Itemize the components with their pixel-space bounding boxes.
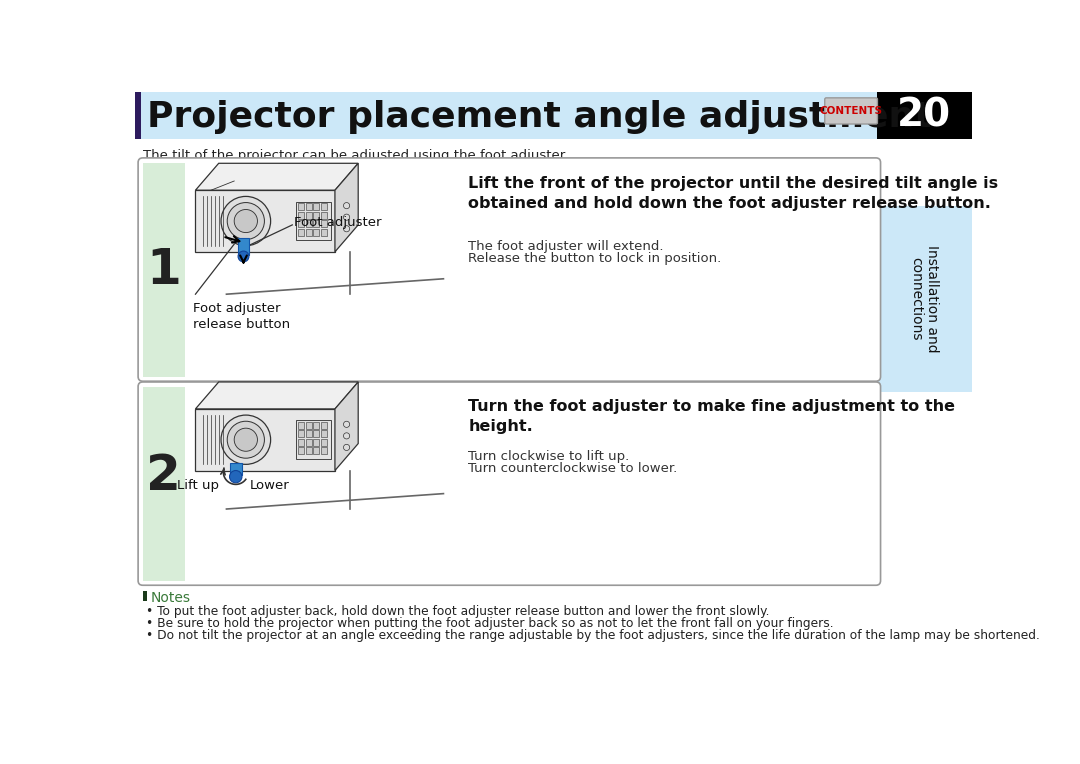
Bar [296,420,332,459]
Circle shape [238,251,248,262]
Bar [296,202,332,241]
Bar [306,212,312,219]
Polygon shape [195,382,359,409]
Polygon shape [195,409,335,471]
Text: Turn clockwise to lift up.: Turn clockwise to lift up. [469,450,630,463]
Bar [298,448,303,455]
Bar [313,448,320,455]
Bar [143,387,186,581]
Text: • To put the foot adjuster back, hold down the foot adjuster release button and : • To put the foot adjuster back, hold do… [146,604,769,617]
Text: Foot adjuster
release button: Foot adjuster release button [193,302,291,331]
Circle shape [343,202,350,209]
Bar [143,163,186,377]
Bar [313,228,320,235]
Circle shape [234,428,257,452]
Bar [321,203,327,210]
Bar [321,212,327,219]
Bar [298,430,303,438]
Text: 2: 2 [146,452,181,500]
Text: The tilt of the projector can be adjusted using the foot adjuster.: The tilt of the projector can be adjuste… [143,150,568,163]
Bar [306,439,312,446]
Bar [135,92,877,139]
Bar [313,422,320,429]
Bar [298,203,303,210]
Bar [306,430,312,438]
Text: Turn the foot adjuster to make fine adjustment to the
height.: Turn the foot adjuster to make fine adju… [469,399,955,434]
Bar [298,220,303,227]
Circle shape [343,432,350,439]
Bar [321,422,327,429]
Text: The foot adjuster will extend.: The foot adjuster will extend. [469,240,664,253]
Text: • Do not tilt the projector at an angle exceeding the range adjustable by the fo: • Do not tilt the projector at an angle … [146,629,1040,642]
Bar [298,228,303,235]
Text: 1: 1 [146,245,181,293]
Bar [321,220,327,227]
Polygon shape [195,163,359,190]
Bar [238,238,248,255]
FancyBboxPatch shape [138,382,880,585]
Text: Installation and
connections: Installation and connections [909,245,939,353]
Text: Lift up: Lift up [177,480,218,493]
Polygon shape [335,382,359,471]
Circle shape [221,415,271,465]
Bar [313,212,320,219]
Bar [877,92,972,139]
Polygon shape [335,163,359,252]
Text: Lift the front of the projector until the desired tilt angle is
obtained and hol: Lift the front of the projector until th… [469,176,998,211]
Text: CONTENTS: CONTENTS [820,106,882,116]
Text: Turn counterclockwise to lower.: Turn counterclockwise to lower. [469,462,677,475]
Circle shape [234,209,257,232]
Circle shape [343,214,350,220]
Polygon shape [195,190,335,252]
Circle shape [343,445,350,451]
Text: Release the button to lock in position.: Release the button to lock in position. [469,252,721,265]
Bar [306,203,312,210]
Text: • Be sure to hold the projector when putting the foot adjuster back so as not to: • Be sure to hold the projector when put… [146,617,834,630]
Text: Notes: Notes [150,591,190,605]
Bar [298,439,303,446]
Bar [321,448,327,455]
Circle shape [221,196,271,246]
Bar [135,92,141,139]
Text: Lower: Lower [249,480,289,493]
Bar [321,228,327,235]
Bar [313,220,320,227]
Text: Foot adjuster: Foot adjuster [294,216,381,229]
Bar [313,430,320,438]
Circle shape [343,225,350,231]
Bar [321,430,327,438]
Circle shape [227,202,265,240]
Bar [298,212,303,219]
Bar [230,463,242,475]
Bar [321,439,327,446]
Bar [298,422,303,429]
Bar [143,591,147,601]
FancyBboxPatch shape [825,98,877,124]
Text: 20: 20 [896,96,951,134]
Bar [313,439,320,446]
Bar [313,203,320,210]
Bar [306,422,312,429]
Circle shape [343,421,350,427]
FancyBboxPatch shape [138,158,880,381]
Bar [306,220,312,227]
Bar [306,228,312,235]
Bar [306,448,312,455]
Circle shape [230,471,242,483]
Text: Projector placement angle adjustment: Projector placement angle adjustment [147,100,932,134]
Circle shape [227,421,265,458]
Bar [877,206,972,392]
